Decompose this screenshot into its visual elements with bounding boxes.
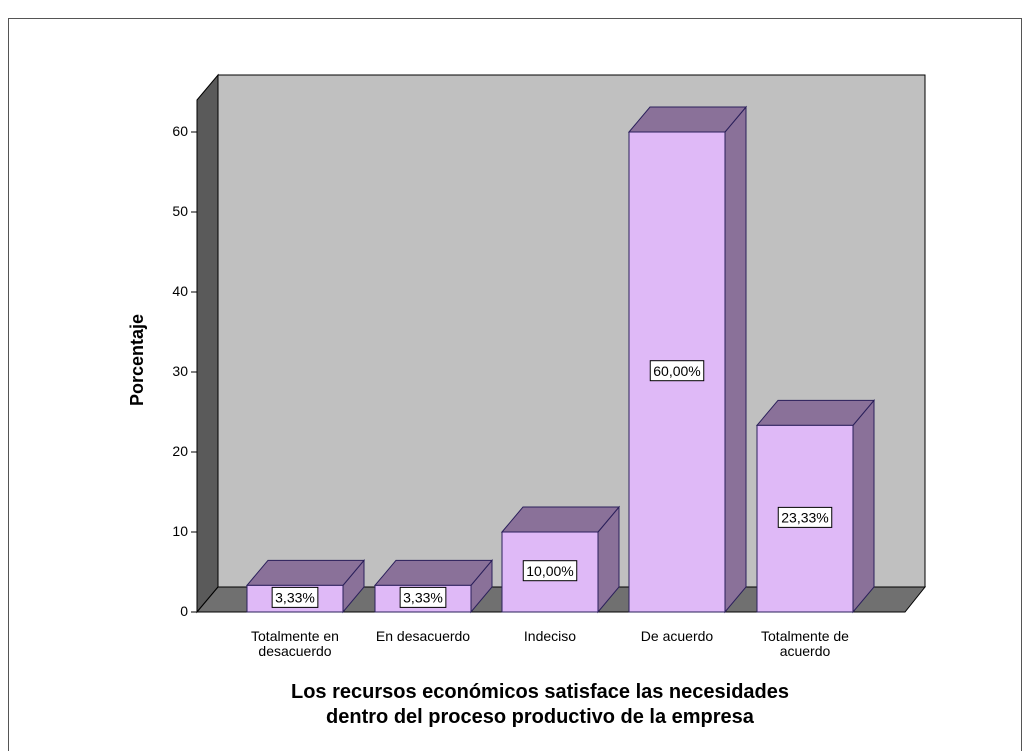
bar-top: [373, 559, 494, 586]
value-label-box: [522, 560, 578, 582]
bar-top: [627, 106, 748, 133]
value-label: 60,00%: [653, 363, 700, 379]
y-tick-label: 60: [172, 123, 188, 139]
value-label: 23,33%: [781, 509, 828, 525]
value-label-box: [777, 506, 833, 528]
x-tick-label: En desacuerdo: [376, 628, 470, 644]
value-label-box: [271, 586, 319, 608]
bar-side: [724, 105, 747, 614]
value-label-box: [649, 360, 705, 382]
y-tick-label: 10: [172, 523, 188, 539]
y-tick-label: 40: [172, 283, 188, 299]
y-tick-label: 30: [172, 363, 188, 379]
x-tick-label: Totalmente en desacuerdo: [251, 628, 339, 659]
y-tick-label: 0: [180, 603, 188, 619]
y-tick-label: 50: [172, 203, 188, 219]
value-label: 10,00%: [526, 563, 573, 579]
bar-top: [755, 399, 876, 426]
x-axis-title: Los recursos económicos satisface las ne…: [291, 681, 789, 728]
left-wall: [196, 73, 219, 614]
y-axis-title: Porcentaje: [127, 314, 147, 406]
bar-top: [500, 506, 621, 533]
y-tick-label: 20: [172, 443, 188, 459]
x-tick-label: Totalmente de acuerdo: [761, 628, 849, 659]
value-label-box: [399, 586, 447, 608]
value-label: 3,33%: [275, 589, 315, 605]
value-label: 3,33%: [403, 589, 443, 605]
x-tick-label: Indeciso: [524, 628, 576, 644]
x-tick-label: De acuerdo: [641, 628, 714, 644]
bar-side: [852, 398, 875, 614]
bar-top: [245, 559, 366, 586]
